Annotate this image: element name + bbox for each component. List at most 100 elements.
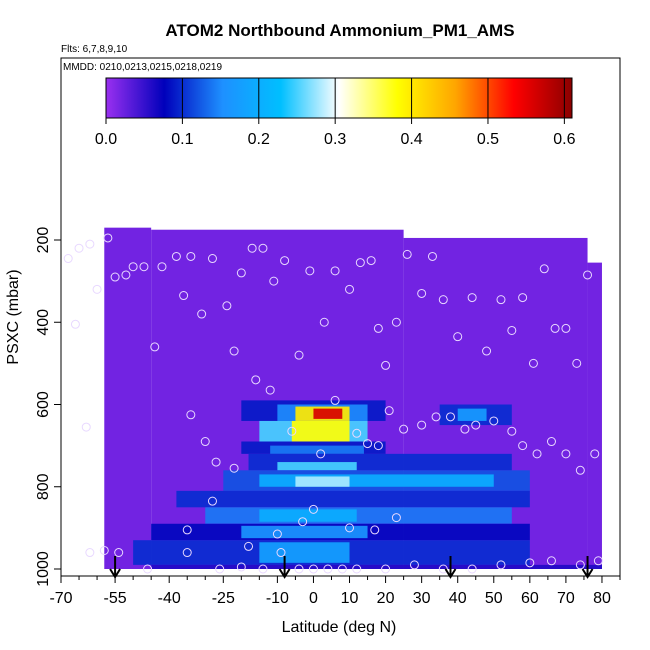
- sample-point: [85, 239, 95, 249]
- sample-point: [352, 428, 362, 438]
- sample-point: [391, 513, 401, 523]
- colorbar-tick-label: 0.5: [477, 131, 499, 148]
- x-tick-label: -55: [104, 590, 127, 607]
- colorbar-tick-label: 0.6: [553, 131, 575, 148]
- colorbar-bar: [105, 77, 573, 119]
- sample-point: [81, 422, 91, 432]
- chart-title: ATOM2 Northbound Ammonium_PM1_AMS: [165, 21, 514, 40]
- sample-point: [211, 457, 221, 467]
- sample-point: [366, 256, 376, 266]
- sample-point: [70, 319, 80, 329]
- sample-point: [427, 251, 437, 261]
- y-tick-label: 600: [35, 391, 52, 418]
- heatmap-background: [104, 227, 152, 569]
- heatmap-cell: [457, 408, 487, 421]
- sample-point: [561, 449, 571, 459]
- heatmap-cell: [259, 542, 350, 563]
- sample-point: [276, 548, 286, 558]
- sample-point: [496, 295, 506, 305]
- sample-point: [431, 412, 441, 422]
- sample-point: [539, 264, 549, 274]
- sample-point: [345, 284, 355, 294]
- sample-point: [438, 295, 448, 305]
- sample-point: [590, 449, 600, 459]
- heatmap-cell: [241, 525, 368, 539]
- sample-point: [352, 564, 362, 574]
- sample-point: [92, 284, 102, 294]
- sample-point: [63, 254, 73, 264]
- y-tick-label: 800: [35, 473, 52, 500]
- profile-arrow-head: [581, 568, 594, 579]
- sample-point: [319, 317, 329, 327]
- sample-point: [373, 323, 383, 333]
- sample-point: [200, 437, 210, 447]
- sample-point: [298, 517, 308, 527]
- sample-point: [409, 560, 419, 570]
- sample-point: [330, 266, 340, 276]
- sample-point: [251, 375, 261, 385]
- sample-point: [308, 504, 318, 514]
- sample-point: [258, 564, 268, 574]
- x-tick-label: -25: [212, 590, 235, 607]
- colorbar: 0.0 0.1 0.2 0.3 0.4 0.5 0.6: [95, 77, 576, 148]
- y-axis: 200 400 600 800 1000: [35, 227, 61, 587]
- sample-point: [507, 325, 517, 335]
- sample-point: [294, 564, 304, 574]
- sample-point: [532, 449, 542, 459]
- sample-point: [575, 560, 585, 570]
- sample-point: [438, 564, 448, 574]
- sample-point: [207, 254, 217, 264]
- sample-point: [294, 350, 304, 360]
- colorbar-ticks: 0.0 0.1 0.2 0.3 0.4 0.5 0.6: [95, 78, 576, 148]
- sample-point: [110, 272, 120, 282]
- sample-point: [99, 545, 109, 555]
- sample-point: [518, 441, 528, 451]
- sample-point: [467, 293, 477, 303]
- x-tick-label: -70: [49, 590, 72, 607]
- x-tick-label: 30: [413, 590, 431, 607]
- sample-point: [370, 525, 380, 535]
- sample-point: [247, 243, 257, 253]
- sample-point: [467, 564, 477, 574]
- sample-point: [399, 424, 409, 434]
- sample-point: [236, 562, 246, 572]
- x-tick-label: 60: [521, 590, 539, 607]
- sample-point: [330, 395, 340, 405]
- heatmap-cell: [176, 490, 530, 508]
- x-axis-label: Latitude (deg N): [282, 619, 397, 636]
- heatmap-cell: [151, 564, 602, 569]
- dates-note: MMDD: 0210,0213,0215,0218,0219: [63, 62, 222, 73]
- sample-point: [316, 449, 326, 459]
- sample-point: [373, 441, 383, 451]
- sample-point: [363, 439, 373, 449]
- sample-point: [114, 548, 124, 558]
- sample-point: [445, 412, 455, 422]
- sample-point: [150, 342, 160, 352]
- sample-point: [593, 556, 603, 566]
- sample-point: [121, 270, 131, 280]
- sample-point: [229, 346, 239, 356]
- sample-point: [337, 564, 347, 574]
- sample-point: [471, 420, 481, 430]
- sample-point: [489, 416, 499, 426]
- sample-point: [417, 420, 427, 430]
- heatmap-cell: [205, 507, 512, 524]
- sample-point: [381, 360, 391, 370]
- sample-point: [323, 564, 333, 574]
- sample-point: [550, 323, 560, 333]
- colorbar-tick-label: 0.2: [248, 131, 270, 148]
- sample-point: [186, 410, 196, 420]
- sample-point: [269, 276, 279, 286]
- sample-point: [453, 332, 463, 342]
- sample-point: [272, 529, 282, 539]
- sample-point: [308, 564, 318, 574]
- sample-point: [402, 249, 412, 259]
- colorbar-tick-label: 0.4: [400, 131, 422, 148]
- heatmap-cell: [259, 509, 357, 522]
- heatmap-cell: [270, 445, 364, 454]
- sample-point: [305, 266, 315, 276]
- sample-point: [345, 523, 355, 533]
- sample-point: [222, 301, 232, 311]
- sample-point: [528, 358, 538, 368]
- sample-point: [287, 426, 297, 436]
